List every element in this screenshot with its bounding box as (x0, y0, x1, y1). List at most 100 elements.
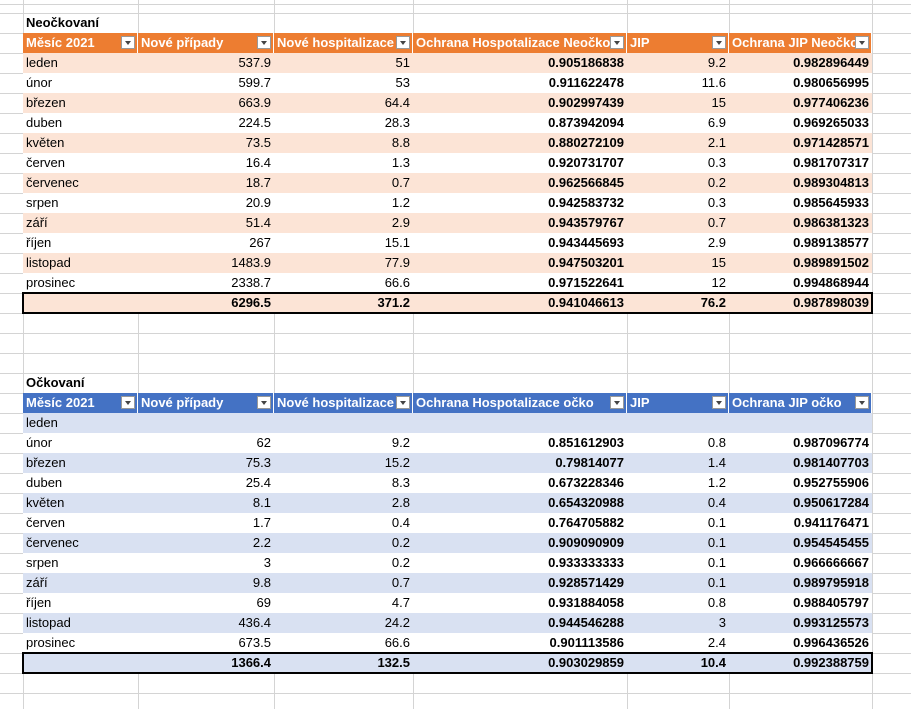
value-cell: 1.7 (138, 513, 274, 533)
value-cell: 16.4 (138, 153, 274, 173)
month-cell: duben (23, 473, 138, 493)
value-cell: 1.4 (627, 453, 729, 473)
month-cell: srpen (23, 193, 138, 213)
column-header: Nové hospitalizace (274, 393, 413, 413)
value-cell: 0.909090909 (413, 533, 627, 553)
value-cell: 4.7 (274, 593, 413, 613)
value-cell: 15.1 (274, 233, 413, 253)
month-cell: prosinec (23, 273, 138, 293)
filter-button[interactable] (855, 36, 869, 49)
value-cell (274, 413, 413, 433)
filter-button[interactable] (121, 36, 135, 49)
grid-line (138, 0, 139, 709)
month-cell: leden (23, 53, 138, 73)
month-cell: květen (23, 493, 138, 513)
month-cell: listopad (23, 253, 138, 273)
filter-button[interactable] (712, 36, 726, 49)
total-cell: 1366.4 (138, 653, 274, 673)
value-cell: 0.8 (627, 593, 729, 613)
filter-button[interactable] (712, 396, 726, 409)
month-cell: červenec (23, 533, 138, 553)
value-cell: 2.1 (627, 133, 729, 153)
value-cell: 0.942583732 (413, 193, 627, 213)
month-cell: červen (23, 513, 138, 533)
value-cell: 0.4 (274, 513, 413, 533)
value-cell: 53 (274, 73, 413, 93)
value-cell: 673.5 (138, 633, 274, 653)
value-cell: 0.1 (627, 553, 729, 573)
value-cell: 267 (138, 233, 274, 253)
total-label-cell (23, 653, 138, 673)
total-cell: 6296.5 (138, 293, 274, 313)
value-cell: 20.9 (138, 193, 274, 213)
value-cell: 1.3 (274, 153, 413, 173)
filter-button[interactable] (257, 396, 271, 409)
total-label-cell (23, 293, 138, 313)
month-cell: říjen (23, 233, 138, 253)
value-cell: 0.947503201 (413, 253, 627, 273)
total-border (22, 652, 873, 674)
value-cell: 0.673228346 (413, 473, 627, 493)
table-title: Očkovaní (26, 375, 85, 390)
value-cell: 0.981707317 (729, 153, 872, 173)
filter-button[interactable] (121, 396, 135, 409)
value-cell: 0.4 (627, 493, 729, 513)
month-cell: červen (23, 153, 138, 173)
filter-button[interactable] (610, 396, 624, 409)
value-cell: 0.988405797 (729, 593, 872, 613)
grid-line (274, 0, 275, 709)
filter-button[interactable] (396, 396, 410, 409)
value-cell: 51 (274, 53, 413, 73)
value-cell: 12 (627, 273, 729, 293)
filter-button[interactable] (610, 36, 624, 49)
month-cell: srpen (23, 553, 138, 573)
value-cell: 0.982896449 (729, 53, 872, 73)
value-cell: 0.954545455 (729, 533, 872, 553)
value-cell: 0.1 (627, 533, 729, 553)
value-cell: 537.9 (138, 53, 274, 73)
value-cell: 64.4 (274, 93, 413, 113)
value-cell: 0.7 (627, 213, 729, 233)
value-cell: 8.8 (274, 133, 413, 153)
column-header: Měsíc 2021 (23, 393, 138, 413)
value-cell: 0.996436526 (729, 633, 872, 653)
value-cell: 2.4 (627, 633, 729, 653)
value-cell: 0.980656995 (729, 73, 872, 93)
month-cell: prosinec (23, 633, 138, 653)
value-cell: 0.2 (274, 553, 413, 573)
value-cell: 0.79814077 (413, 453, 627, 473)
filter-button[interactable] (396, 36, 410, 49)
value-cell: 0.962566845 (413, 173, 627, 193)
value-cell: 0.901113586 (413, 633, 627, 653)
value-cell: 0.941176471 (729, 513, 872, 533)
value-cell: 0.950617284 (729, 493, 872, 513)
column-header: Ochrana JIP Neočko (729, 33, 872, 53)
month-cell: září (23, 213, 138, 233)
value-cell: 9.2 (627, 53, 729, 73)
value-cell: 0.989891502 (729, 253, 872, 273)
total-cell: 0.941046613 (413, 293, 627, 313)
value-cell: 0.971522641 (413, 273, 627, 293)
value-cell: 3 (138, 553, 274, 573)
value-cell: 0.873942094 (413, 113, 627, 133)
value-cell: 0.943579767 (413, 213, 627, 233)
filter-button[interactable] (855, 396, 869, 409)
total-cell: 76.2 (627, 293, 729, 313)
month-cell: květen (23, 133, 138, 153)
value-cell: 11.6 (627, 73, 729, 93)
value-cell: 73.5 (138, 133, 274, 153)
value-cell: 8.3 (274, 473, 413, 493)
filter-button[interactable] (257, 36, 271, 49)
value-cell: 0.3 (627, 153, 729, 173)
value-cell: 15 (627, 93, 729, 113)
month-cell: leden (23, 413, 138, 433)
value-cell: 66.6 (274, 633, 413, 653)
value-cell: 0.987096774 (729, 433, 872, 453)
value-cell: 28.3 (274, 113, 413, 133)
value-cell: 0.993125573 (729, 613, 872, 633)
value-cell: 0.985645933 (729, 193, 872, 213)
value-cell (413, 413, 627, 433)
column-header: Měsíc 2021 (23, 33, 138, 53)
column-header: Nové případy (138, 393, 274, 413)
